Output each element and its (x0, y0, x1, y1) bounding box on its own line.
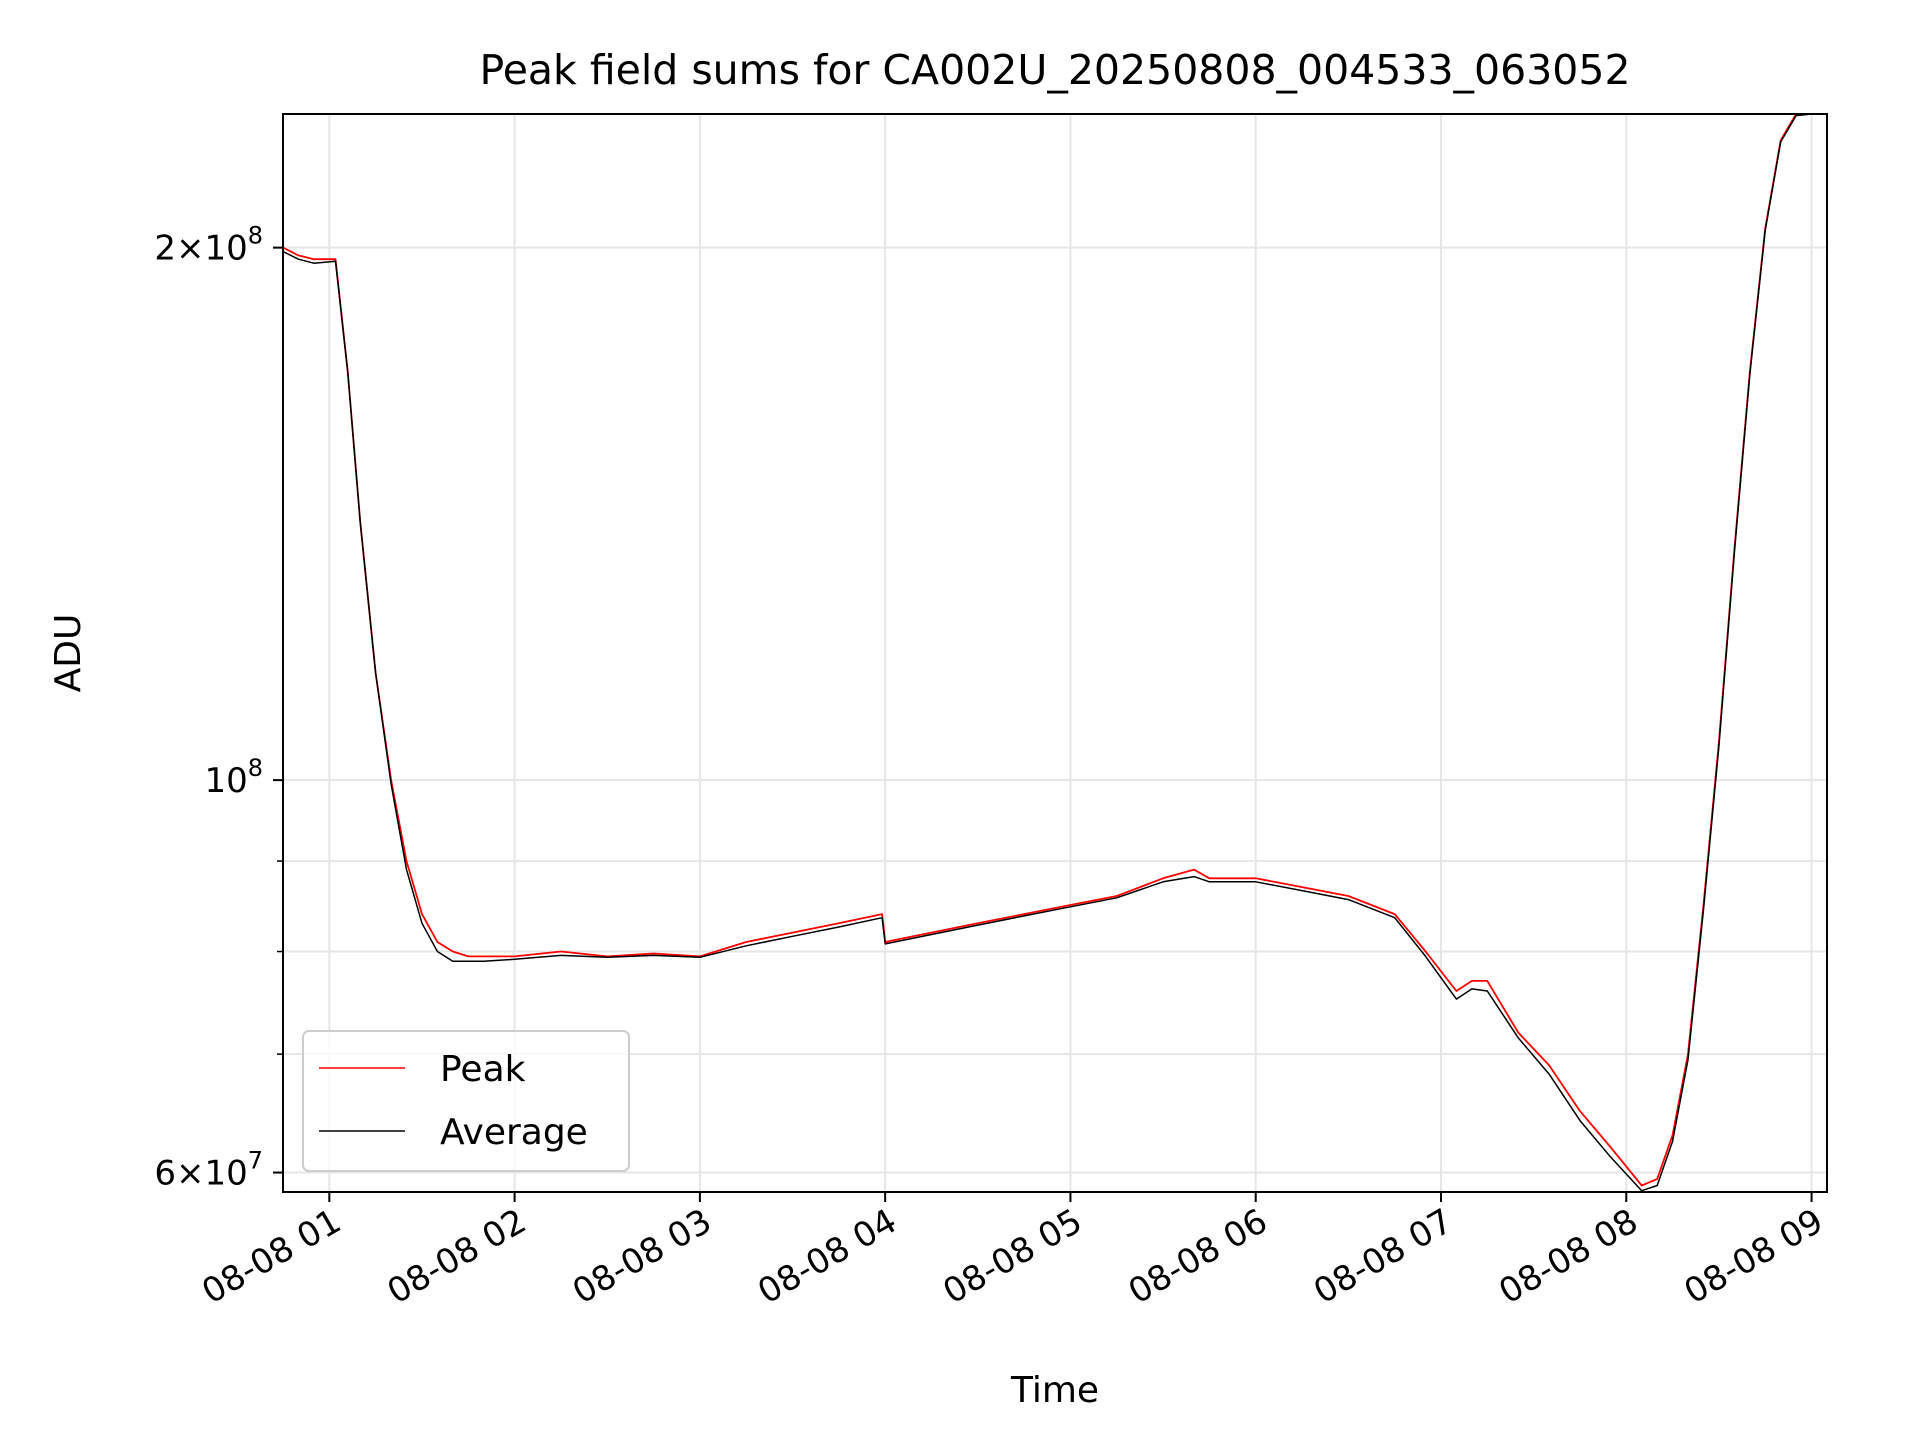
plot-frame (282, 113, 1828, 1193)
y-tick-label: 6×107 (154, 1147, 263, 1194)
x-axis-label: Time (1010, 1370, 1099, 1411)
series-line-average (282, 113, 1827, 1192)
y-axis: 6×107 108 2×108 (154, 222, 283, 1194)
legend-box (302, 1030, 630, 1172)
y-tick-label: 108 (204, 754, 263, 801)
legend-peak-label: Peak (440, 1049, 526, 1090)
y-axis-label: ADU (48, 614, 89, 693)
legend: Peak Average (302, 1030, 630, 1172)
grid-lines (283, 114, 1827, 1192)
series-layer (282, 113, 1827, 1192)
chart-title: Peak field sums for CA002U_20250808_0045… (479, 46, 1630, 94)
y-tick-label: 2×108 (154, 222, 263, 269)
legend-average-label: Average (440, 1112, 588, 1153)
series-line-peak (282, 113, 1827, 1187)
